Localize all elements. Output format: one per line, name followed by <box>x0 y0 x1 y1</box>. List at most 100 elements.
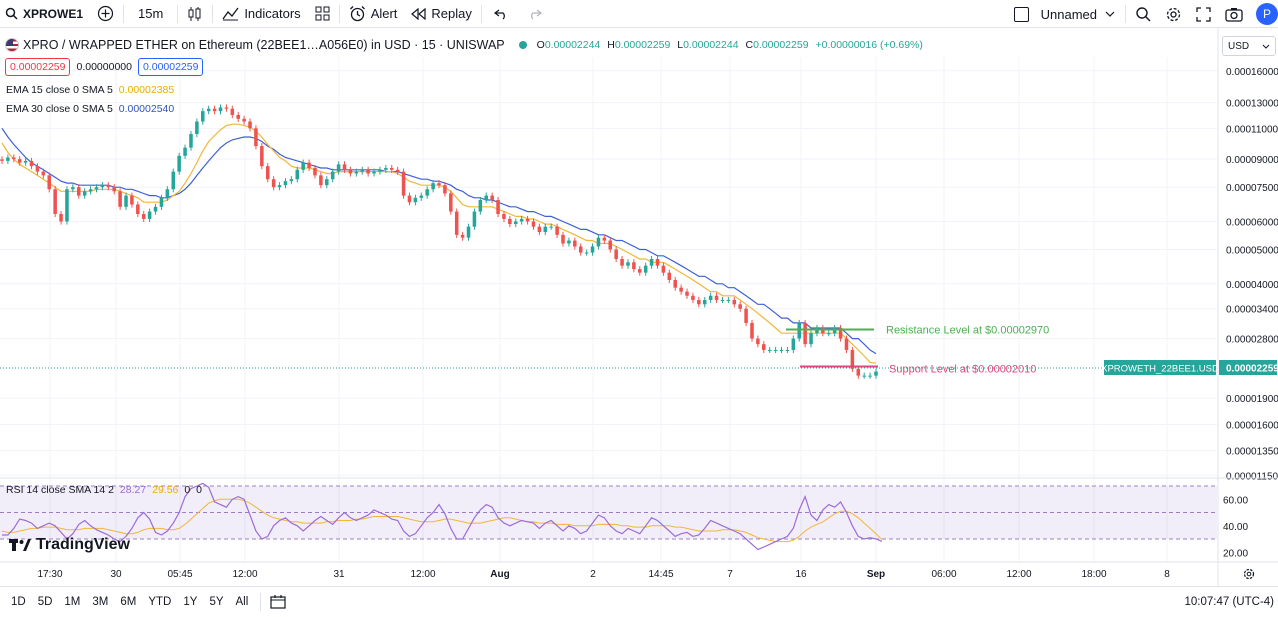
candle-body <box>59 213 63 222</box>
range-button-6m[interactable]: 6M <box>120 595 137 608</box>
candle-body <box>708 295 713 300</box>
candle-body <box>856 368 861 376</box>
redo-button[interactable] <box>518 0 552 28</box>
indicators-icon <box>222 7 239 21</box>
candle-body <box>407 195 412 203</box>
candle-body <box>224 107 229 109</box>
candle-body <box>360 169 365 172</box>
snapshot-button[interactable] <box>1218 0 1250 28</box>
candle-body <box>325 179 329 186</box>
bottom-toolbar: 1D 5D 1M 3M 6M YTD 1Y 5Y All 10:07:47 (UTC-4) <box>0 586 1278 616</box>
candle-body <box>803 322 807 345</box>
candle-body <box>508 218 512 225</box>
price-tick-label: 0.00003400 <box>1226 305 1278 316</box>
chevron-down-icon <box>1105 11 1115 17</box>
layout-name-button[interactable]: Unnamed <box>1041 0 1123 28</box>
candle-body <box>756 338 760 345</box>
time-tick-label: 05:45 <box>167 569 192 580</box>
candle-body <box>307 162 311 168</box>
candle-body <box>195 121 199 135</box>
chart-type-button[interactable] <box>180 0 210 28</box>
quick-search-button[interactable] <box>1128 0 1158 28</box>
gear-icon <box>1166 7 1181 21</box>
candle-body <box>525 218 530 222</box>
sell-price-box[interactable]: 0.00002259 <box>5 58 71 76</box>
candle-body <box>248 121 252 129</box>
layout-checkbox[interactable] <box>1013 6 1029 22</box>
undo-button[interactable] <box>484 0 518 28</box>
compare-button[interactable] <box>90 0 121 28</box>
currency-label: USD <box>1228 40 1250 52</box>
symbol-price-tag-label: XPROWETH_22BEE1.USD <box>1101 364 1219 375</box>
candle-body <box>779 349 784 351</box>
range-button-1d[interactable]: 1D <box>11 595 26 608</box>
range-button-ytd[interactable]: YTD <box>148 595 172 608</box>
time-tick-label: 8 <box>1164 569 1170 580</box>
time-tick-label: 12:00 <box>1006 569 1031 580</box>
range-button-1y[interactable]: 1Y <box>183 595 198 608</box>
buy-price-box[interactable]: 0.00002259 <box>137 58 204 76</box>
time-axis-settings-icon[interactable] <box>1243 568 1255 580</box>
indicators-button[interactable]: Indicators <box>215 0 307 28</box>
replay-button[interactable]: Replay <box>404 0 478 28</box>
candle-body <box>874 371 878 376</box>
candle-body <box>124 195 128 207</box>
candle-body <box>691 295 695 300</box>
range-button-all[interactable]: All <box>235 595 249 608</box>
rsi-lines <box>1 482 883 551</box>
price-tick-label: 0.00009000 <box>1226 155 1278 166</box>
range-button-5d[interactable]: 5D <box>37 595 53 608</box>
interval-button[interactable]: 15m <box>138 6 164 21</box>
range-button-5y[interactable]: 5Y <box>209 595 224 608</box>
settings-button[interactable] <box>1158 0 1189 28</box>
symbol-search[interactable]: XPROWE1 <box>0 0 90 28</box>
alert-button[interactable]: Alert <box>342 0 405 28</box>
top-toolbar: XPROWE1 15m Indicators Alert Replay Unna… <box>0 0 1278 28</box>
alert-label: Alert <box>370 6 398 21</box>
candle-body <box>12 157 16 160</box>
level-lines[interactable]: Resistance Level at $0.00002970 Support L… <box>0 325 1278 376</box>
axes: 0.00016000 0.00013000 0.00011000 0.00009000… <box>0 28 1278 586</box>
candle-body <box>76 187 81 196</box>
currency-select[interactable]: USD <box>1222 36 1276 56</box>
candle-body <box>53 189 57 214</box>
candle-body <box>797 322 802 339</box>
rsi-tick-label: 20.00 <box>1223 548 1248 559</box>
time-axis-settings-icon-ring <box>1243 568 1255 580</box>
ema30-legend[interactable]: EMA 30 close 0 SMA 5 0.00002540 <box>6 103 174 115</box>
divider <box>177 4 179 23</box>
price-tick-label: 0.00001900 <box>1226 394 1278 405</box>
avatar[interactable]: P <box>1256 3 1278 25</box>
range-button-3m[interactable]: 3M <box>92 595 109 608</box>
candle-body <box>608 240 613 250</box>
clock[interactable]: 10:07:47 (UTC-4) <box>1184 595 1274 608</box>
goto-date-button[interactable] <box>263 588 293 616</box>
candle-body <box>614 249 618 259</box>
time-axis-settings-icon-hub <box>1246 571 1252 577</box>
templates-button[interactable] <box>308 0 337 28</box>
rsi-tick-label: 60.00 <box>1223 495 1248 506</box>
candle-body <box>791 338 796 350</box>
ema15-legend[interactable]: EMA 15 close 0 SMA 5 0.00002385 <box>6 84 174 96</box>
symbol-title[interactable]: XPRO / WRAPPED ETHER on Ethereum (22BEE1… <box>23 38 505 52</box>
candle-body <box>437 183 441 186</box>
range-button-1m[interactable]: 1M <box>64 595 81 608</box>
price-tick-label: 0.00002800 <box>1226 335 1278 346</box>
candle-body <box>71 187 75 190</box>
fullscreen-button[interactable] <box>1189 0 1218 28</box>
candle-body <box>384 167 388 170</box>
candle-body <box>236 114 240 119</box>
divider <box>480 4 482 23</box>
candle-body <box>212 108 217 112</box>
symbol-price-tag <box>1104 360 1216 375</box>
candles-icon <box>188 6 201 21</box>
time-tick-label: 17:30 <box>37 569 62 580</box>
bid-ask-boxes: 0.00002259 0.00000000 0.00002259 <box>5 58 204 76</box>
low-label: L <box>677 39 684 51</box>
tradingview-logo[interactable]: TradingView <box>9 536 130 554</box>
rsi-band <box>0 485 1217 540</box>
grid-icon <box>315 6 330 21</box>
candle-body <box>141 213 146 219</box>
rsi-legend[interactable]: RSI 14 close SMA 14 2 28.27 29.56 0 0 <box>6 484 202 496</box>
